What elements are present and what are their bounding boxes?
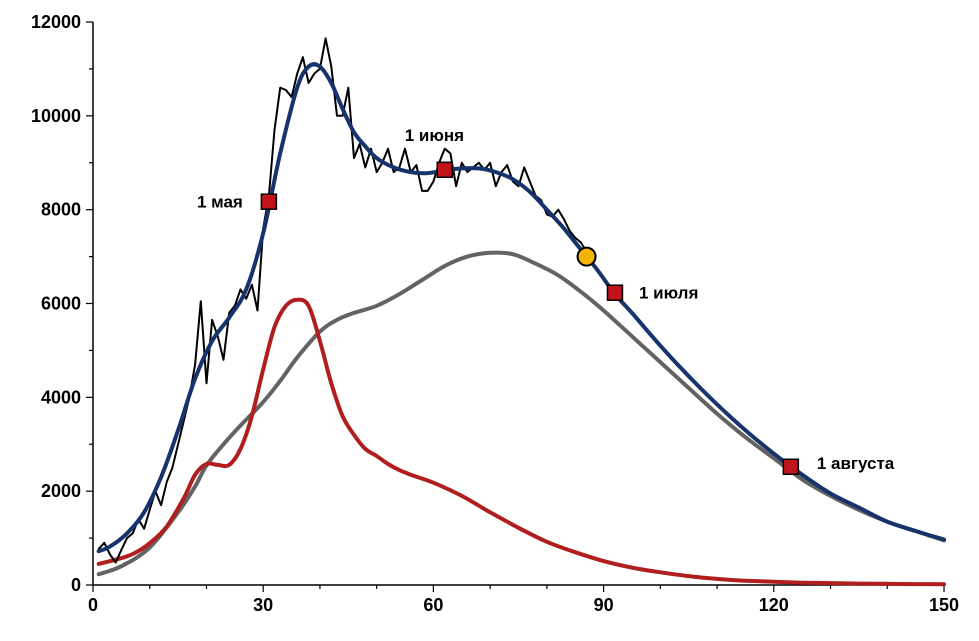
date-marker <box>782 458 800 476</box>
x-tick-label: 0 <box>88 595 98 615</box>
y-tick-label: 2000 <box>41 481 81 501</box>
markers-group <box>260 161 800 476</box>
y-tick-label: 10000 <box>31 106 81 126</box>
x-tick-label: 60 <box>423 595 443 615</box>
series-line-daily <box>97 37 588 564</box>
date-marker <box>436 161 453 179</box>
date-annotation: 1 мая <box>197 193 243 212</box>
annotations-group: 1 мая 1 июня 1 июля 1 августа <box>197 126 895 473</box>
date-marker <box>260 193 278 210</box>
series-line-gray <box>96 250 946 577</box>
x-tick-label: 120 <box>759 595 789 615</box>
y-tick-label: 6000 <box>41 294 81 314</box>
y-tick-label: 0 <box>71 575 81 595</box>
date-annotation: 1 июля <box>639 284 698 303</box>
x-axis: 0 30 60 90 120 150 <box>88 584 959 615</box>
date-annotation: 1 августа <box>817 454 895 473</box>
date-marker <box>606 284 624 301</box>
y-tick-label: 4000 <box>41 387 81 407</box>
x-tick-label: 150 <box>929 595 959 615</box>
date-annotation: 1 июня <box>405 126 464 145</box>
y-tick-label: 8000 <box>41 200 81 220</box>
x-tick-label: 30 <box>253 595 273 615</box>
series-line-smooth <box>96 62 946 554</box>
x-tick-label: 90 <box>594 595 614 615</box>
current-point-marker <box>576 246 597 267</box>
y-tick-label: 12000 <box>31 12 81 32</box>
y-axis: 0 2000 4000 6000 8000 10000 12000 <box>31 12 94 595</box>
series-group <box>96 37 946 587</box>
series-line-red <box>96 297 946 587</box>
